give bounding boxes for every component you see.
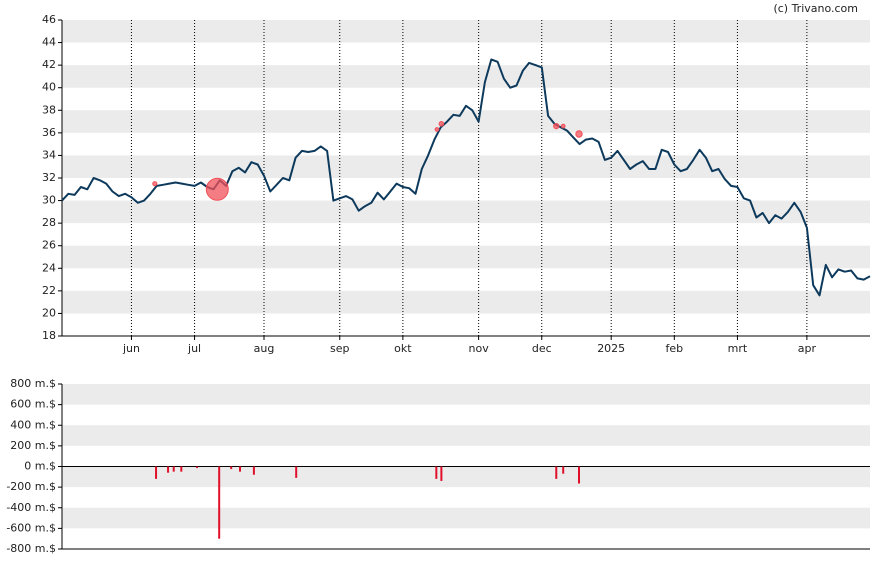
grid-band [62, 466, 870, 488]
bar [555, 466, 558, 479]
bar [239, 466, 242, 472]
bar [155, 466, 158, 479]
y-tick-label: -400 m.$ [6, 501, 56, 514]
x-tick-label: aug [254, 342, 275, 355]
bar [295, 466, 298, 478]
x-tick-label: apr [798, 342, 817, 355]
trade-marker [205, 177, 229, 201]
x-tick-label: nov [469, 342, 490, 355]
trade-marker [560, 123, 566, 129]
grid-band [62, 20, 870, 43]
bar [562, 466, 565, 474]
grid-band [62, 200, 870, 224]
y-tick-label: 400 m.$ [10, 418, 56, 431]
y-tick-label: 36 [42, 126, 56, 139]
y-tick-label: 18 [42, 329, 56, 342]
x-tick-label: okt [394, 342, 412, 355]
x-tick-label: jun [122, 342, 140, 355]
y-tick-label: 24 [42, 261, 56, 274]
bar [440, 466, 443, 481]
y-tick-label: -200 m.$ [6, 480, 56, 493]
bar [435, 466, 438, 479]
grid-band [62, 110, 870, 133]
y-tick-label: 32 [42, 171, 56, 184]
bar [230, 466, 233, 470]
trade-marker [434, 127, 440, 132]
bar [577, 466, 580, 484]
y-tick-label: 800 m.$ [10, 377, 56, 390]
y-tick-label: 46 [42, 13, 56, 26]
grid-band [62, 155, 870, 178]
trade-marker [553, 122, 560, 130]
y-tick-label: -800 m.$ [6, 542, 56, 555]
bar [218, 466, 221, 539]
y-tick-label: 26 [42, 239, 56, 252]
trade-marker [575, 130, 583, 138]
grid-band [62, 507, 870, 529]
y-tick-label: 34 [42, 148, 56, 161]
trade-marker [152, 181, 158, 187]
y-tick-label: 22 [42, 284, 56, 297]
y-tick-label: -600 m.$ [6, 521, 56, 534]
price-line [61, 58, 871, 297]
bar [172, 466, 175, 472]
x-tick-label: jul [187, 342, 201, 355]
y-tick-label: 42 [42, 58, 56, 71]
grid-band [62, 384, 870, 405]
y-tick-label: 44 [42, 36, 56, 49]
y-tick-label: 28 [42, 216, 56, 229]
y-tick-label: 40 [42, 81, 56, 94]
bar [167, 466, 170, 473]
y-tick-label: 20 [42, 306, 56, 319]
bar [196, 466, 199, 469]
trade-marker [438, 121, 445, 127]
bar [180, 466, 183, 472]
x-tick-label: dec [532, 342, 552, 355]
credit: (c) Trivano.com [773, 2, 858, 15]
x-tick-label: 2025 [597, 342, 625, 355]
grid-band [62, 245, 870, 269]
grid-band [62, 425, 870, 446]
y-tick-label: 0 m.$ [24, 460, 56, 473]
y-tick-label: 200 m.$ [10, 439, 56, 452]
x-tick-label: feb [666, 342, 684, 355]
x-tick-label: sep [330, 342, 349, 355]
grid-band [62, 65, 870, 88]
y-tick-label: 38 [42, 103, 56, 116]
bar [252, 466, 255, 475]
y-tick-label: 30 [42, 194, 56, 207]
grid-band [62, 290, 870, 314]
x-tick-label: mrt [728, 342, 748, 355]
y-tick-label: 600 m.$ [10, 398, 56, 411]
